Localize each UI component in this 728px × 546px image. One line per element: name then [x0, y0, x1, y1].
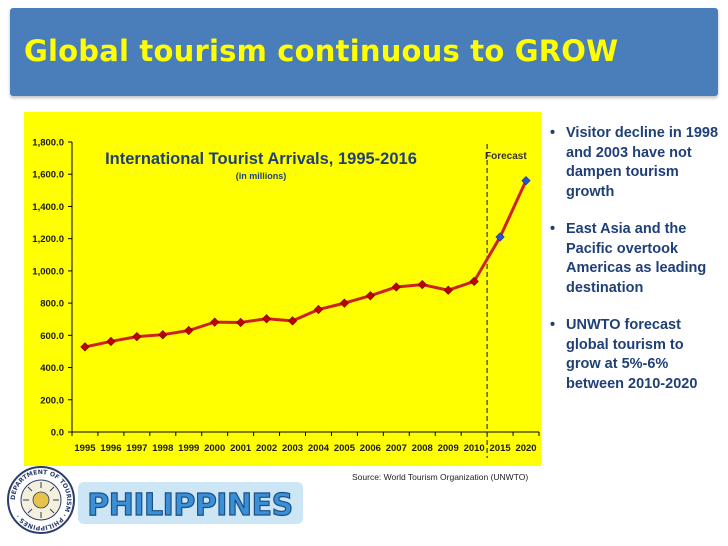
data-point [417, 279, 427, 290]
forecast-label: Forecast [485, 151, 527, 162]
data-point [391, 282, 401, 292]
x-tick-label: 1999 [178, 443, 199, 454]
x-tick-label: 2020 [515, 443, 536, 454]
title-bar: Global tourism continuous to GROW [10, 8, 718, 96]
bullet-item: • East Asia and the Pacific overtook Ame… [548, 220, 720, 298]
series-line [84, 180, 528, 349]
data-point [261, 314, 272, 324]
chart-panel: International Tourist Arrivals, 1995-201… [24, 112, 541, 466]
x-tick-label: 1996 [100, 443, 121, 454]
bullet-marker: • [550, 125, 556, 141]
data-point [184, 325, 194, 336]
data-point [313, 304, 324, 315]
bullet-item: • UNWTO forecast global tourism to grow … [548, 316, 720, 394]
data-point [236, 317, 246, 328]
x-tick-label: 2008 [412, 443, 433, 454]
forecast-point [521, 176, 531, 186]
chart-subtitle: (in millions) [236, 171, 287, 181]
x-tick-label: 2003 [282, 443, 303, 454]
chart-source: Source: World Tourism Organization (UNWT… [352, 472, 529, 482]
data-point [365, 291, 375, 301]
x-tick-label: 2006 [360, 443, 381, 454]
department-of-tourism-seal: DEPARTMENT OF TOURISM · PHILIPPINES · [7, 466, 75, 534]
bullet-list: • Visitor decline in 1998 and 2003 have … [548, 124, 720, 412]
bullet-text: Visitor decline in 1998 and 2003 have no… [566, 125, 719, 200]
data-point [132, 331, 142, 342]
philippines-logo: PHILIPPINES [78, 482, 303, 524]
x-tick-label: 2007 [386, 443, 407, 454]
logo-text: PHILIPPINES [87, 488, 292, 523]
y-tick-label: 1,200.0 [32, 234, 64, 245]
bullet-text: East Asia and the Pacific overtook Ameri… [566, 221, 707, 296]
y-tick-label: 600.0 [40, 331, 64, 342]
data-point [339, 298, 350, 308]
y-tick-label: 200.0 [40, 395, 64, 406]
bullet-marker: • [550, 221, 556, 237]
y-tick-label: 1,800.0 [32, 138, 64, 149]
x-tick-label: 2000 [204, 443, 225, 454]
y-tick-label: 1,400.0 [32, 202, 64, 213]
x-tick-label: 2001 [230, 443, 252, 454]
x-tick-label: 1997 [126, 443, 147, 454]
slide-title: Global tourism continuous to GROW [24, 34, 619, 68]
y-tick-label: 0.0 [51, 428, 64, 439]
x-tick-label: 1995 [74, 443, 96, 454]
x-tick-label: 1998 [152, 443, 173, 454]
data-point [80, 342, 90, 352]
data-point [210, 317, 220, 327]
x-tick-label: 2004 [308, 443, 330, 454]
chart-title: International Tourist Arrivals, 1995-201… [105, 150, 417, 168]
data-point [158, 330, 168, 340]
x-tick-label: 2010 [464, 443, 485, 454]
x-tick-label: 2015 [490, 443, 512, 454]
x-tick-label: 2002 [256, 443, 277, 454]
y-tick-label: 1,600.0 [32, 170, 64, 181]
data-point [287, 316, 298, 326]
forecast-point [495, 232, 505, 242]
data-point [469, 276, 479, 286]
data-point [443, 285, 453, 295]
data-point [106, 336, 116, 347]
bullet-marker: • [550, 317, 556, 333]
x-tick-label: 2005 [334, 443, 356, 454]
x-tick-label: 2009 [438, 443, 459, 454]
y-tick-label: 1,000.0 [32, 266, 64, 277]
bullet-text: UNWTO forecast global tourism to grow at… [566, 317, 698, 392]
tourist-arrivals-chart: International Tourist Arrivals, 1995-201… [32, 138, 540, 458]
y-tick-label: 800.0 [40, 299, 64, 310]
y-tick-label: 400.0 [40, 363, 64, 374]
bullet-item: • Visitor decline in 1998 and 2003 have … [548, 124, 720, 202]
